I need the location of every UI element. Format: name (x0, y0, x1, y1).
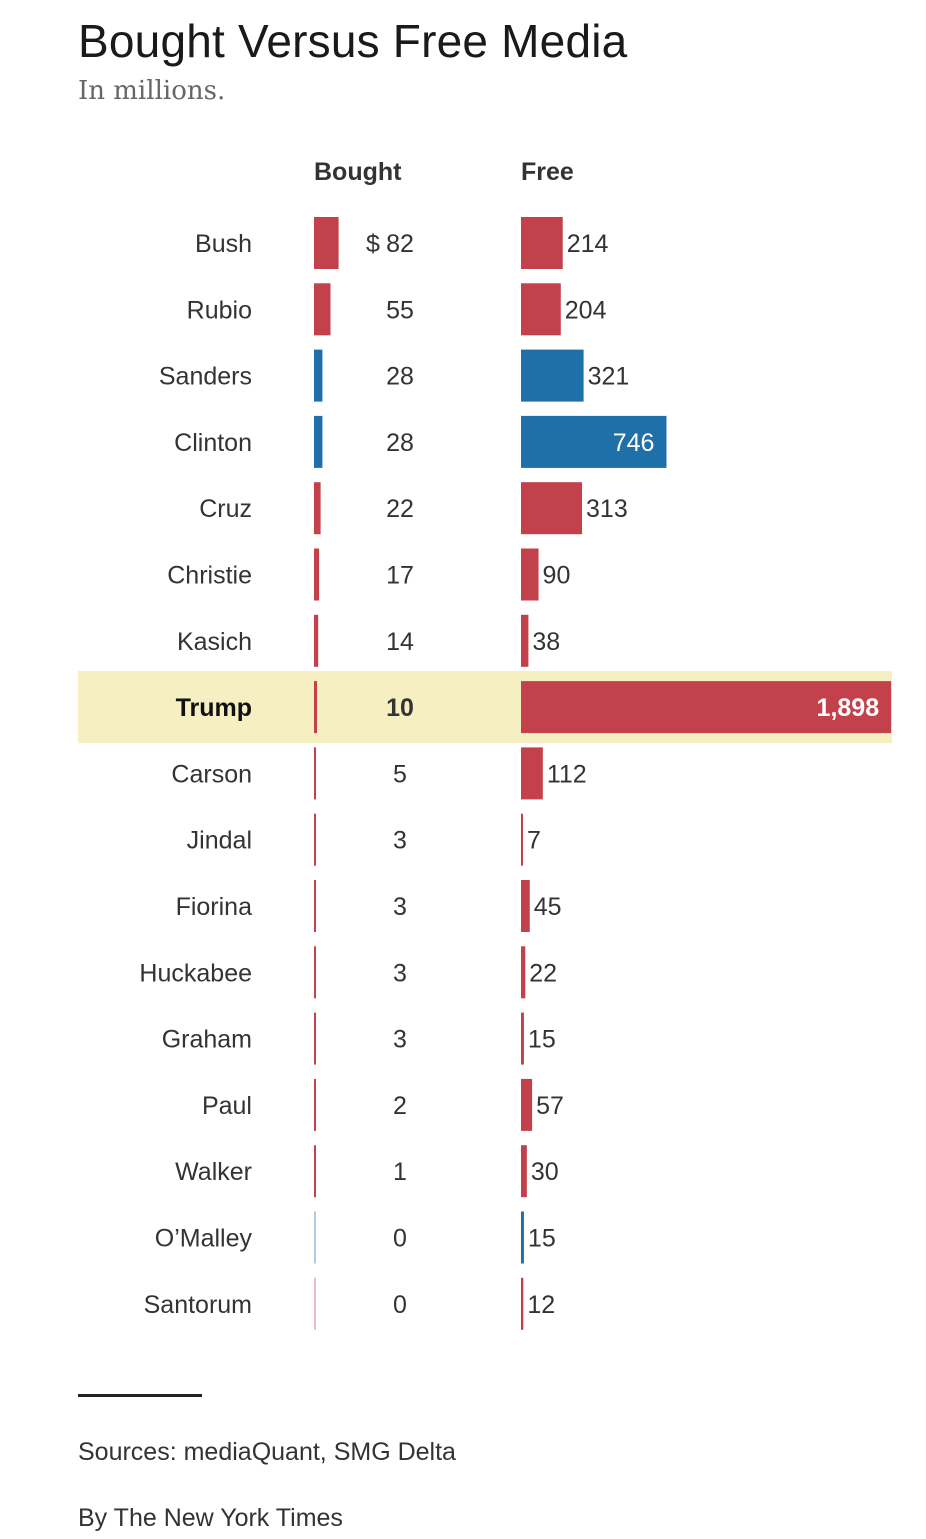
candidate-label-fiorina: Fiorina (176, 893, 253, 921)
free-bar-jindal (521, 813, 523, 866)
bought-value-clinton: 28 (386, 429, 414, 457)
free-bar-omalley (521, 1211, 524, 1264)
free-value-rubio: 204 (565, 296, 607, 324)
byline: By The New York Times (78, 1504, 343, 1532)
bought-value-huckabee: 3 (393, 959, 407, 987)
bought-bar-clinton (314, 415, 323, 468)
free-bar-clinton (521, 415, 667, 468)
bought-bar-kasich (314, 614, 319, 667)
bought-value-christie: 17 (386, 562, 414, 590)
bought-value-omalley: 0 (393, 1225, 407, 1253)
free-value-sanders: 321 (588, 363, 630, 391)
bought-bar-sanders (314, 349, 323, 402)
free-value-trump: 1,898 (817, 694, 880, 722)
candidate-label-sanders: Sanders (159, 363, 252, 391)
candidate-label-trump: Trump (176, 694, 252, 722)
free-value-fiorina: 45 (534, 893, 562, 921)
free-value-santorum: 12 (527, 1291, 555, 1319)
candidate-label-bush: Bush (195, 230, 252, 258)
bought-value-walker: 1 (393, 1158, 407, 1186)
candidate-label-kasich: Kasich (177, 628, 252, 656)
free-bar-walker (521, 1145, 527, 1198)
currency-symbol: $ (366, 230, 380, 258)
free-bar-cruz (521, 482, 583, 535)
free-bar-fiorina (521, 880, 530, 932)
free-value-graham: 15 (528, 1026, 556, 1054)
candidate-label-rubio: Rubio (187, 296, 252, 324)
free-value-carson: 112 (547, 760, 587, 788)
candidate-label-cruz: Cruz (199, 495, 252, 523)
bought-value-rubio: 55 (386, 296, 414, 324)
candidate-label-huckabee: Huckabee (139, 959, 252, 987)
candidate-label-christie: Christie (167, 562, 252, 590)
free-bar-graham (521, 1012, 524, 1065)
free-value-christie: 90 (543, 562, 571, 590)
candidate-label-clinton: Clinton (174, 429, 252, 457)
candidate-label-graham: Graham (162, 1026, 252, 1054)
free-bar-sanders (521, 349, 584, 402)
free-value-huckabee: 22 (529, 959, 557, 987)
sources-note: Sources: mediaQuant, SMG Delta (78, 1438, 456, 1466)
bought-bar-omalley (314, 1211, 316, 1264)
bought-value-cruz: 22 (386, 495, 414, 523)
bought-bar-carson (314, 747, 316, 800)
bought-bar-christie (314, 548, 320, 601)
bought-value-sanders: 28 (386, 363, 414, 391)
free-value-jindal: 7 (527, 827, 541, 855)
candidate-label-santorum: Santorum (144, 1291, 252, 1319)
free-bar-carson (521, 747, 543, 800)
free-bar-santorum (521, 1277, 524, 1330)
candidate-label-jindal: Jindal (187, 827, 252, 855)
bought-value-fiorina: 3 (393, 893, 407, 921)
footer-divider (78, 1394, 202, 1397)
bought-bar-rubio (314, 283, 331, 336)
free-value-clinton: 746 (613, 429, 655, 457)
bought-value-kasich: 14 (386, 628, 414, 656)
free-bar-huckabee (521, 946, 526, 999)
bought-bar-santorum (314, 1277, 316, 1330)
free-value-walker: 30 (531, 1158, 559, 1186)
candidate-label-carson: Carson (171, 760, 252, 788)
free-bar-rubio (521, 283, 561, 336)
bought-value-paul: 2 (393, 1092, 407, 1120)
bought-value-santorum: 0 (393, 1291, 407, 1319)
bought-bar-fiorina (314, 880, 316, 932)
bought-bar-huckabee (314, 946, 316, 999)
bought-value-graham: 3 (393, 1026, 407, 1054)
free-value-bush: 214 (567, 230, 609, 258)
candidate-label-omalley: O’Malley (155, 1225, 253, 1253)
bought-bar-walker (314, 1145, 316, 1198)
bought-bar-graham (314, 1012, 316, 1065)
candidate-label-paul: Paul (202, 1092, 252, 1120)
candidate-label-walker: Walker (175, 1158, 252, 1186)
free-value-kasich: 38 (532, 628, 560, 656)
chart-subtitle: In millions. (78, 76, 226, 106)
bought-bar-trump (314, 681, 317, 734)
bought-bar-paul (314, 1078, 316, 1131)
bought-bar-jindal (314, 813, 316, 866)
free-column-header: Free (521, 158, 574, 186)
free-bar-paul (521, 1078, 533, 1131)
bought-bar-bush (314, 217, 339, 269)
bought-value-jindal: 3 (393, 827, 407, 855)
free-value-paul: 57 (536, 1092, 564, 1120)
free-bar-bush (521, 217, 563, 269)
bought-value-carson: 5 (393, 760, 407, 788)
chart-title: Bought Versus Free Media (78, 15, 628, 67)
free-value-omalley: 15 (528, 1225, 556, 1253)
free-bar-christie (521, 548, 539, 601)
free-value-cruz: 313 (586, 495, 628, 523)
free-bar-kasich (521, 614, 529, 667)
bought-value-trump: 10 (386, 694, 414, 722)
bought-bar-cruz (314, 482, 321, 535)
bought-column-header: Bought (314, 158, 402, 186)
bought-value-bush: 82 (386, 230, 414, 258)
free-bar-trump (521, 681, 892, 734)
